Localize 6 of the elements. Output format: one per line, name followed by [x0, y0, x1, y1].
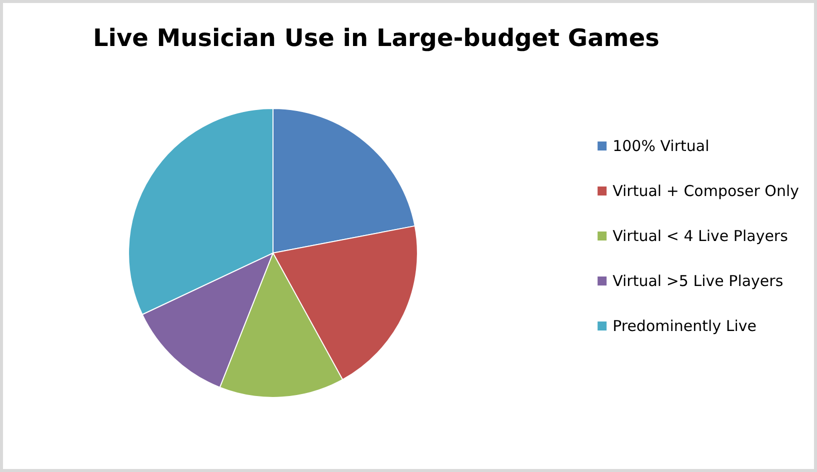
legend-label: 100% Virtual — [612, 137, 710, 155]
legend-label: Predominently Live — [612, 317, 756, 335]
legend-label: Virtual >5 Live Players — [612, 272, 784, 290]
chart-title: Live Musician Use in Large-budget Games — [93, 24, 660, 52]
legend-label: Virtual < 4 Live Players — [612, 227, 788, 245]
legend-label: Virtual + Composer Only — [612, 182, 800, 200]
